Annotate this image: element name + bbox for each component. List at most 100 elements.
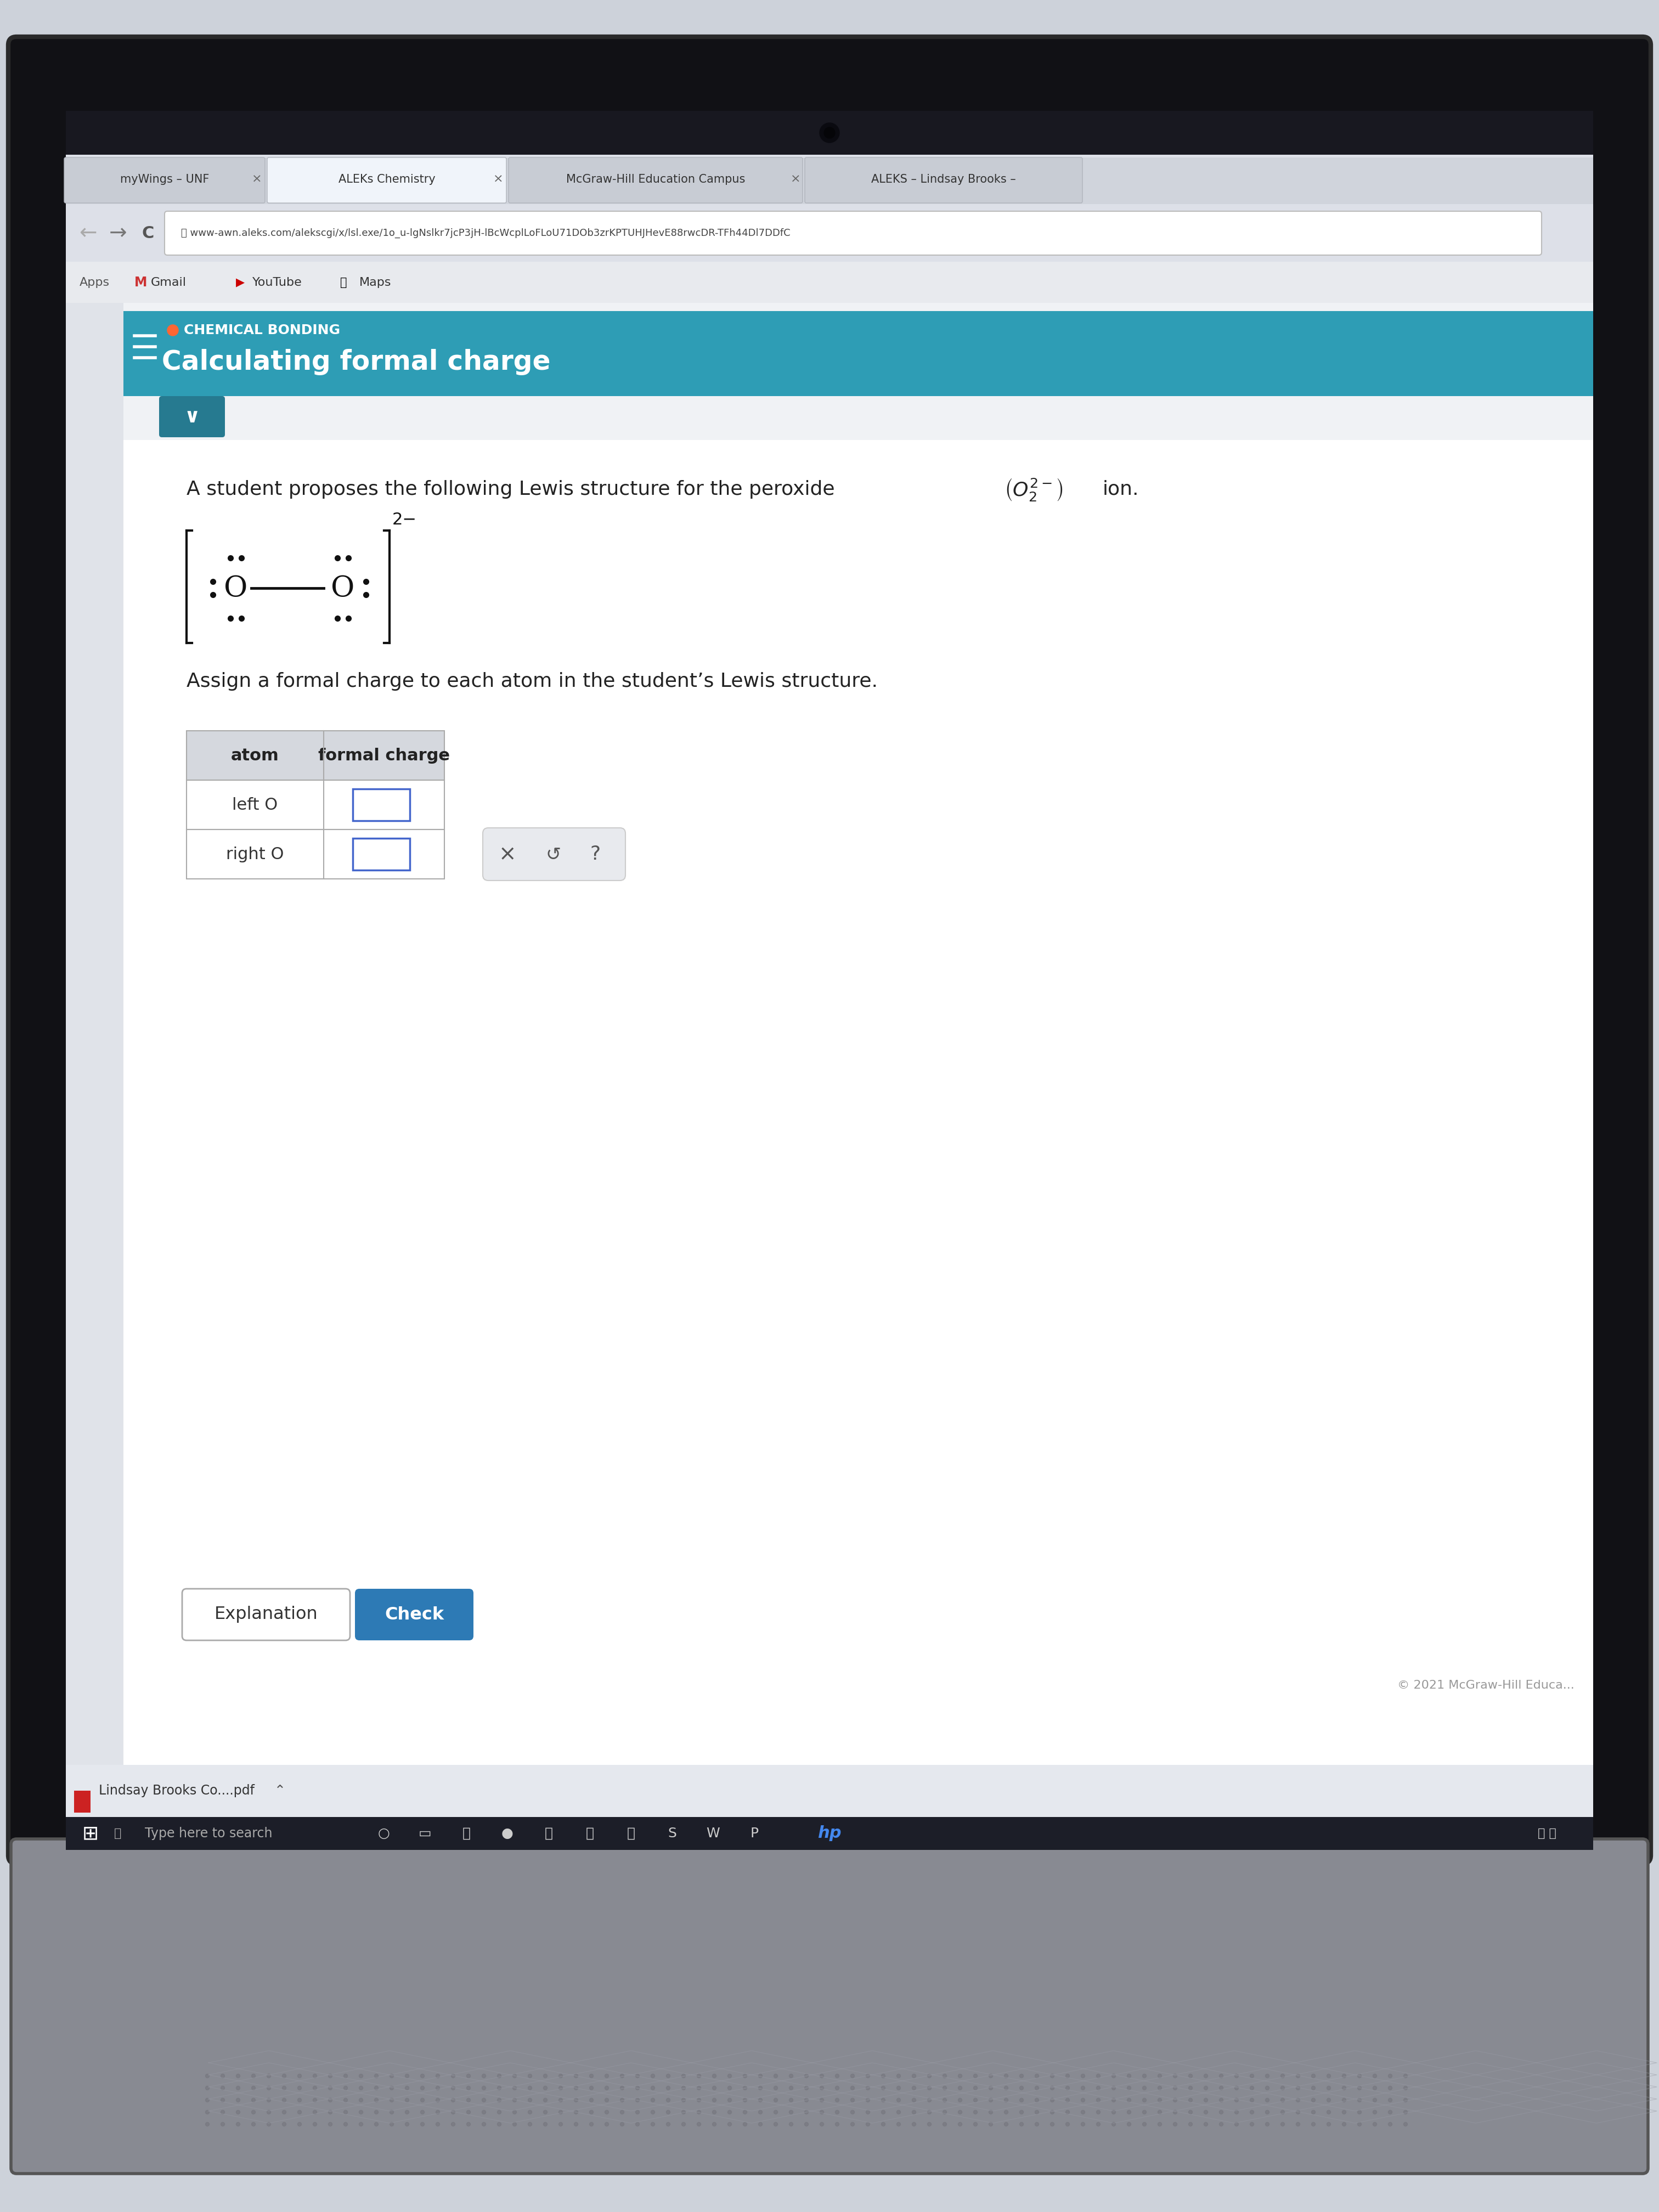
Text: 🗂: 🗂 [544, 1827, 552, 1840]
Circle shape [1357, 2075, 1362, 2077]
Circle shape [559, 2110, 562, 2115]
Circle shape [390, 2099, 393, 2101]
Circle shape [206, 2099, 209, 2101]
Circle shape [959, 2121, 962, 2126]
Text: ∨: ∨ [184, 407, 201, 427]
Text: ?: ? [591, 845, 601, 863]
Circle shape [513, 2099, 516, 2101]
Circle shape [420, 2110, 425, 2115]
Text: Maps: Maps [360, 276, 392, 288]
Circle shape [1112, 2075, 1115, 2077]
Circle shape [728, 2086, 732, 2090]
Circle shape [498, 2086, 501, 2090]
Circle shape [483, 2075, 486, 2077]
Text: ×: × [252, 175, 262, 186]
Circle shape [559, 2099, 562, 2101]
Circle shape [682, 2110, 685, 2115]
Text: CHEMICAL BONDING: CHEMICAL BONDING [184, 323, 340, 336]
Circle shape [974, 2110, 977, 2115]
Circle shape [589, 2075, 594, 2077]
Circle shape [1219, 2075, 1223, 2077]
Circle shape [1404, 2110, 1407, 2115]
Circle shape [758, 2121, 761, 2126]
Bar [66, 155, 1593, 1849]
Text: ×: × [790, 175, 801, 186]
Circle shape [375, 2121, 378, 2126]
Circle shape [927, 2099, 931, 2101]
Circle shape [790, 2121, 793, 2126]
Circle shape [528, 2099, 533, 2101]
Text: left O: left O [232, 796, 279, 812]
Circle shape [574, 2075, 577, 2077]
Circle shape [1188, 2121, 1193, 2126]
Bar [66, 261, 1593, 303]
Text: W: W [707, 1827, 720, 1840]
Circle shape [866, 2121, 869, 2126]
Circle shape [743, 2121, 747, 2126]
Circle shape [1004, 2121, 1009, 2126]
Text: YouTube: YouTube [252, 276, 302, 288]
Circle shape [1188, 2086, 1193, 2090]
Circle shape [314, 2075, 317, 2077]
Circle shape [1082, 2075, 1085, 2077]
Text: hp: hp [800, 1940, 859, 1980]
Circle shape [282, 2075, 285, 2077]
Circle shape [466, 2086, 471, 2090]
Bar [66, 1765, 1593, 1816]
FancyBboxPatch shape [509, 157, 803, 204]
Circle shape [1020, 2099, 1024, 2101]
Circle shape [728, 2121, 732, 2126]
Circle shape [1143, 2121, 1146, 2126]
Text: O: O [224, 575, 247, 602]
Circle shape [820, 2075, 825, 2077]
FancyBboxPatch shape [182, 1588, 350, 1641]
FancyBboxPatch shape [8, 38, 1651, 1865]
Circle shape [898, 2086, 901, 2090]
Text: ▭: ▭ [418, 1827, 431, 1840]
Text: S: S [667, 1827, 677, 1840]
Circle shape [1374, 2110, 1377, 2115]
Text: formal charge: formal charge [319, 748, 450, 763]
Circle shape [451, 2099, 455, 2101]
Circle shape [1035, 2110, 1039, 2115]
Circle shape [606, 2099, 609, 2101]
Circle shape [574, 2121, 577, 2126]
Circle shape [912, 2110, 916, 2115]
Circle shape [1004, 2099, 1009, 2101]
Text: ←: ← [80, 223, 96, 243]
Circle shape [314, 2121, 317, 2126]
Circle shape [1050, 2075, 1053, 2077]
Circle shape [375, 2110, 378, 2115]
Circle shape [790, 2099, 793, 2101]
Text: hp: hp [818, 1825, 841, 1840]
Circle shape [866, 2086, 869, 2090]
Bar [186, 830, 445, 878]
Circle shape [358, 2099, 363, 2101]
Circle shape [589, 2110, 594, 2115]
Circle shape [498, 2121, 501, 2126]
Circle shape [989, 2121, 992, 2126]
Circle shape [650, 2110, 655, 2115]
Circle shape [1404, 2086, 1407, 2090]
Circle shape [544, 2086, 547, 2090]
Circle shape [898, 2099, 901, 2101]
Circle shape [1173, 2075, 1176, 2077]
Circle shape [697, 2110, 700, 2115]
Circle shape [498, 2110, 501, 2115]
Text: Calculating formal charge: Calculating formal charge [163, 349, 551, 376]
Circle shape [667, 2110, 670, 2115]
Circle shape [405, 2086, 410, 2090]
Circle shape [282, 2110, 285, 2115]
Circle shape [851, 2110, 854, 2115]
Circle shape [959, 2075, 962, 2077]
Circle shape [436, 2110, 440, 2115]
Circle shape [1065, 2099, 1070, 2101]
Circle shape [697, 2099, 700, 2101]
Bar [66, 303, 1593, 1849]
Circle shape [436, 2099, 440, 2101]
Circle shape [451, 2110, 455, 2115]
Text: ×: × [493, 175, 503, 186]
FancyBboxPatch shape [65, 157, 265, 204]
Circle shape [1065, 2110, 1070, 2115]
Circle shape [942, 2086, 947, 2090]
